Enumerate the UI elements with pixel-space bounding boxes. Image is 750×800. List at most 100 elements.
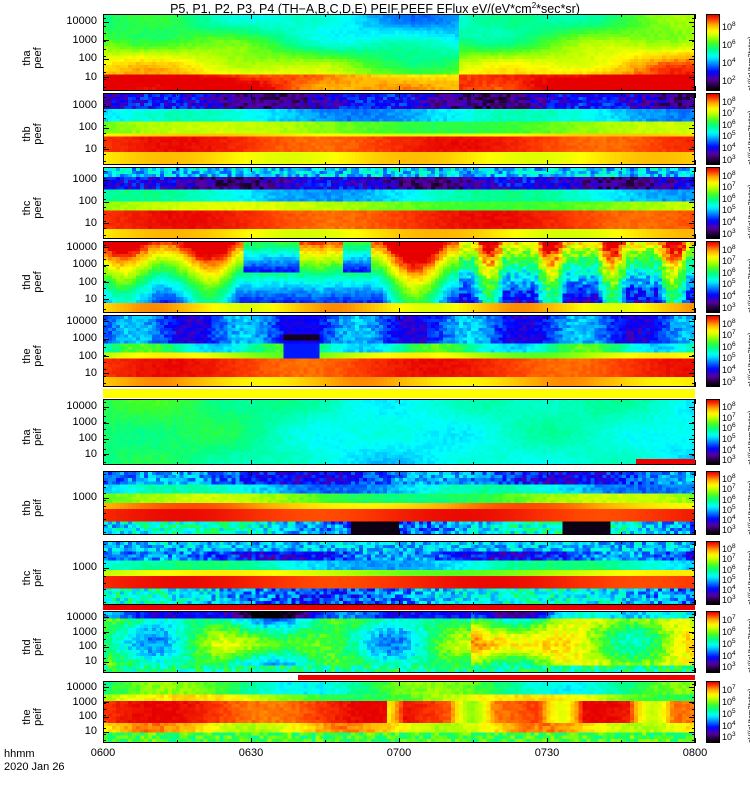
colorbar-tick-label-thd-peif-0: 107 (722, 614, 736, 626)
y-minor-tick-mark (103, 474, 106, 476)
x-tick-mark (621, 681, 622, 684)
y-minor-tick-mark (692, 213, 695, 215)
x-tick-mark (399, 738, 400, 743)
x-tick-mark (251, 530, 252, 535)
x-tick-mark (399, 160, 400, 165)
panel-plot-area-thb-peif[interactable] (103, 471, 695, 535)
colorbar-tick-label-the-peef-0: 108 (722, 317, 736, 329)
y-minor-tick-mark (692, 721, 695, 723)
x-tick-mark (177, 541, 178, 544)
x-tick-mark (621, 602, 622, 605)
x-tick-mark (399, 460, 400, 465)
y-minor-tick-mark (103, 273, 106, 275)
panel-thd-peef (103, 241, 696, 313)
y-tick-mark (689, 687, 695, 689)
x-tick-mark (473, 315, 474, 318)
x-tick-mark (621, 471, 622, 474)
panel-the-peif (103, 681, 696, 743)
x-tick-mark (547, 14, 548, 19)
x-tick-mark (547, 530, 548, 535)
y-minor-tick-mark (103, 280, 106, 282)
x-tick-mark (547, 93, 548, 98)
colorbar-tick-label-the-peef-5: 103 (722, 375, 736, 387)
panel-plot-area-thc-peif[interactable] (103, 541, 695, 605)
x-tick-mark (621, 241, 622, 244)
x-tick-mark (621, 384, 622, 387)
x-tick-mark (621, 310, 622, 313)
panel-plot-area-thd-peef[interactable] (103, 241, 695, 313)
y-minor-tick-mark (692, 139, 695, 141)
colorbar-thb-peef[interactable] (706, 93, 720, 165)
panel-separator-strip (635, 459, 695, 464)
y-tick-mark (103, 321, 109, 323)
colorbar-tha-peif[interactable] (706, 399, 720, 465)
y-minor-tick-mark (103, 721, 106, 723)
y-minor-tick-mark (692, 295, 695, 296)
y-minor-tick-mark (103, 56, 106, 58)
y-minor-tick-mark (692, 525, 695, 527)
x-tick-mark (399, 471, 400, 476)
x-tick-mark (325, 611, 326, 614)
y-tick-label-tha-peef-1: 1000 (72, 33, 97, 46)
colorbar-tick-label-the-peef-4: 104 (722, 363, 736, 375)
colorbar-the-peif[interactable] (706, 681, 720, 743)
colorbar-thd-peif[interactable] (706, 611, 720, 673)
colorbar-thc-peif[interactable] (706, 541, 720, 605)
x-tick-mark (103, 160, 104, 165)
x-tick-mark (695, 382, 696, 387)
x-tick-label-3: 0730 (534, 747, 560, 759)
y-minor-tick-mark (692, 347, 695, 349)
x-tick-mark (399, 399, 400, 404)
x-tick-mark (251, 460, 252, 465)
x-tick-mark (695, 668, 696, 673)
panel-label-line2-thc-peif: peif (32, 569, 44, 587)
y-minor-tick-mark (692, 111, 695, 112)
y-minor-tick-mark (103, 614, 106, 616)
y-tick-mark (689, 321, 695, 323)
colorbar-tick-label-thc-peif-0: 108 (722, 543, 736, 555)
x-tick-mark (251, 668, 252, 673)
x-tick-mark (547, 167, 548, 172)
x-tick-mark (695, 93, 696, 98)
panel-tha-peef (103, 14, 696, 91)
x-tick-mark (103, 93, 104, 98)
panel-plot-area-thc-peef[interactable] (103, 167, 695, 239)
colorbar-thc-peef[interactable] (706, 167, 720, 239)
x-tick-mark (695, 14, 696, 19)
panel-plot-area-thd-peif[interactable] (103, 611, 695, 673)
y-tick-mark (689, 438, 695, 440)
x-tick-mark (547, 738, 548, 743)
x-tick-mark (177, 241, 178, 244)
x-tick-mark (325, 384, 326, 387)
spectrogram-raster-thb-peif (104, 472, 694, 534)
x-tick-mark (547, 399, 548, 404)
panel-plot-area-thb-peef[interactable] (103, 93, 695, 165)
colorbar-tick-label-tha-peef-2: 104 (722, 57, 736, 69)
y-tick-mark (689, 646, 695, 648)
colorbar-tha-peef[interactable] (706, 14, 720, 91)
y-tick-mark (103, 454, 109, 456)
panel-plot-area-tha-peif[interactable] (103, 399, 695, 465)
colorbar-thd-peef[interactable] (706, 241, 720, 313)
y-minor-tick-mark (692, 376, 695, 378)
x-tick-mark (177, 471, 178, 474)
colorbar-the-peef[interactable] (706, 315, 720, 387)
x-tick-mark (621, 315, 622, 318)
y-minor-tick-mark (692, 455, 695, 457)
colorbar-thb-peif[interactable] (706, 471, 720, 535)
colorbar-tick-label-thc-peif-5: 103 (722, 594, 736, 606)
y-minor-tick-mark (103, 601, 106, 603)
panel-plot-area-the-peef[interactable] (103, 315, 695, 387)
y-minor-tick-mark (692, 544, 695, 546)
panel-label-line2-thd-peif: peif (32, 638, 44, 656)
x-tick-mark (177, 310, 178, 313)
panel-plot-area-tha-peef[interactable] (103, 14, 695, 91)
y-tick-mark (689, 497, 695, 499)
y-minor-tick-mark (103, 192, 106, 194)
y-tick-mark (689, 179, 695, 181)
x-tick-mark (621, 541, 622, 544)
x-tick-mark (473, 740, 474, 743)
y-tick-mark (689, 406, 695, 408)
x-axis-label-line1: hhmm (4, 748, 35, 760)
panel-plot-area-the-peif[interactable] (103, 681, 695, 743)
